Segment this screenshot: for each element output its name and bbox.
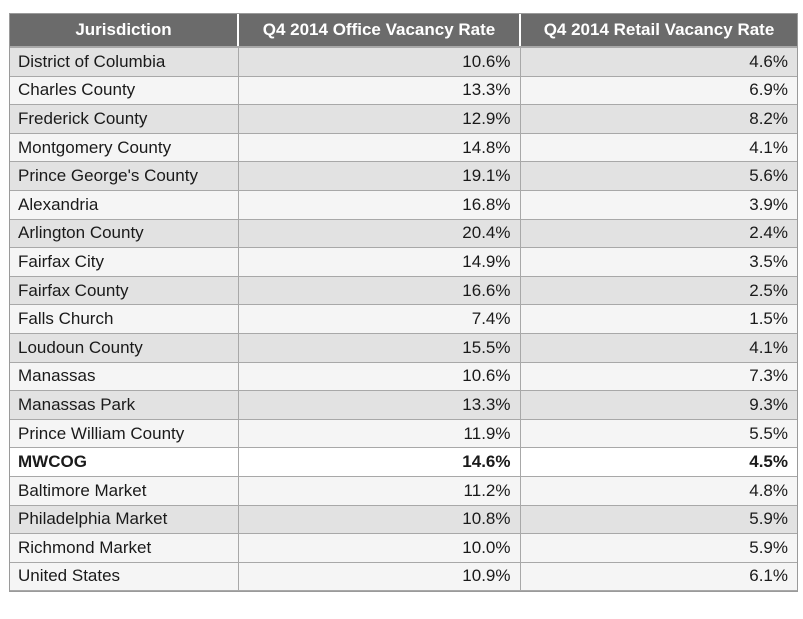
cell-retail-vacancy-rate: 4.8% xyxy=(520,476,797,506)
cell-retail-vacancy-rate: 2.4% xyxy=(520,219,797,249)
table-row: Alexandria 16.8% 3.9% xyxy=(10,190,797,220)
cell-jurisdiction: MWCOG xyxy=(10,447,239,477)
cell-retail-vacancy-rate: 6.9% xyxy=(520,76,797,106)
cell-jurisdiction: United States xyxy=(10,562,239,592)
cell-jurisdiction: Richmond Market xyxy=(10,533,239,563)
column-header-retail-vacancy: Q4 2014 Retail Vacancy Rate xyxy=(520,14,797,48)
cell-jurisdiction: Baltimore Market xyxy=(10,476,239,506)
cell-office-vacancy-rate: 11.9% xyxy=(238,419,521,449)
cell-office-vacancy-rate: 16.6% xyxy=(238,276,521,306)
cell-retail-vacancy-rate: 4.5% xyxy=(520,447,797,477)
cell-retail-vacancy-rate: 6.1% xyxy=(520,562,797,592)
cell-office-vacancy-rate: 19.1% xyxy=(238,161,521,191)
cell-office-vacancy-rate: 10.0% xyxy=(238,533,521,563)
cell-retail-vacancy-rate: 5.9% xyxy=(520,533,797,563)
table-body: District of Columbia 10.6% 4.6% Charles Cou… xyxy=(10,47,797,592)
cell-jurisdiction: Fairfax City xyxy=(10,247,239,277)
cell-jurisdiction: Frederick County xyxy=(10,104,239,134)
cell-office-vacancy-rate: 14.9% xyxy=(238,247,521,277)
table-row: District of Columbia 10.6% 4.6% xyxy=(10,47,797,77)
column-header-office-vacancy: Q4 2014 Office Vacancy Rate xyxy=(238,14,521,48)
cell-retail-vacancy-rate: 5.9% xyxy=(520,505,797,535)
cell-jurisdiction: Montgomery County xyxy=(10,133,239,163)
cell-office-vacancy-rate: 20.4% xyxy=(238,219,521,249)
cell-retail-vacancy-rate: 8.2% xyxy=(520,104,797,134)
table-row: Prince William County 11.9% 5.5% xyxy=(10,419,797,449)
cell-retail-vacancy-rate: 4.1% xyxy=(520,333,797,363)
cell-retail-vacancy-rate: 7.3% xyxy=(520,362,797,392)
cell-office-vacancy-rate: 13.3% xyxy=(238,390,521,420)
table-row: Manassas 10.6% 7.3% xyxy=(10,362,797,392)
cell-office-vacancy-rate: 7.4% xyxy=(238,304,521,334)
cell-office-vacancy-rate: 15.5% xyxy=(238,333,521,363)
cell-jurisdiction: Fairfax County xyxy=(10,276,239,306)
cell-retail-vacancy-rate: 4.6% xyxy=(520,47,797,77)
cell-office-vacancy-rate: 10.6% xyxy=(238,47,521,77)
cell-jurisdiction: Prince William County xyxy=(10,419,239,449)
cell-office-vacancy-rate: 14.8% xyxy=(238,133,521,163)
cell-office-vacancy-rate: 10.9% xyxy=(238,562,521,592)
table-row: Fairfax County 16.6% 2.5% xyxy=(10,276,797,306)
table-row: MWCOG 14.6% 4.5% xyxy=(10,447,797,477)
cell-retail-vacancy-rate: 4.1% xyxy=(520,133,797,163)
table-row: Fairfax City 14.9% 3.5% xyxy=(10,247,797,277)
table-row: Frederick County 12.9% 8.2% xyxy=(10,104,797,134)
cell-jurisdiction: Loudoun County xyxy=(10,333,239,363)
column-header-jurisdiction: Jurisdiction xyxy=(10,14,239,48)
cell-office-vacancy-rate: 12.9% xyxy=(238,104,521,134)
cell-jurisdiction: Charles County xyxy=(10,76,239,106)
cell-jurisdiction: Manassas xyxy=(10,362,239,392)
cell-retail-vacancy-rate: 1.5% xyxy=(520,304,797,334)
table-row: Prince George's County 19.1% 5.6% xyxy=(10,161,797,191)
cell-office-vacancy-rate: 16.8% xyxy=(238,190,521,220)
cell-jurisdiction: Falls Church xyxy=(10,304,239,334)
cell-jurisdiction: Manassas Park xyxy=(10,390,239,420)
cell-jurisdiction: Alexandria xyxy=(10,190,239,220)
cell-jurisdiction: District of Columbia xyxy=(10,47,239,77)
cell-retail-vacancy-rate: 5.6% xyxy=(520,161,797,191)
cell-office-vacancy-rate: 13.3% xyxy=(238,76,521,106)
cell-office-vacancy-rate: 10.8% xyxy=(238,505,521,535)
cell-office-vacancy-rate: 11.2% xyxy=(238,476,521,506)
cell-jurisdiction: Arlington County xyxy=(10,219,239,249)
cell-retail-vacancy-rate: 3.5% xyxy=(520,247,797,277)
table-row: Manassas Park 13.3% 9.3% xyxy=(10,390,797,420)
table-header-row: Jurisdiction Q4 2014 Office Vacancy Rate… xyxy=(10,14,797,48)
table-row: Charles County 13.3% 6.9% xyxy=(10,76,797,106)
cell-retail-vacancy-rate: 9.3% xyxy=(520,390,797,420)
cell-jurisdiction: Prince George's County xyxy=(10,161,239,191)
vacancy-table-container: Jurisdiction Q4 2014 Office Vacancy Rate… xyxy=(9,13,798,593)
table-row: Montgomery County 14.8% 4.1% xyxy=(10,133,797,163)
table-row: Falls Church 7.4% 1.5% xyxy=(10,304,797,334)
cell-retail-vacancy-rate: 2.5% xyxy=(520,276,797,306)
table-row: Richmond Market 10.0% 5.9% xyxy=(10,533,797,563)
cell-office-vacancy-rate: 14.6% xyxy=(238,447,521,477)
cell-office-vacancy-rate: 10.6% xyxy=(238,362,521,392)
table-row: United States 10.9% 6.1% xyxy=(10,562,797,592)
vacancy-rate-table: Jurisdiction Q4 2014 Office Vacancy Rate… xyxy=(10,14,797,592)
table-row: Arlington County 20.4% 2.4% xyxy=(10,219,797,249)
cell-retail-vacancy-rate: 3.9% xyxy=(520,190,797,220)
table-row: Philadelphia Market 10.8% 5.9% xyxy=(10,505,797,535)
cell-retail-vacancy-rate: 5.5% xyxy=(520,419,797,449)
table-row: Baltimore Market 11.2% 4.8% xyxy=(10,476,797,506)
table-row: Loudoun County 15.5% 4.1% xyxy=(10,333,797,363)
cell-jurisdiction: Philadelphia Market xyxy=(10,505,239,535)
